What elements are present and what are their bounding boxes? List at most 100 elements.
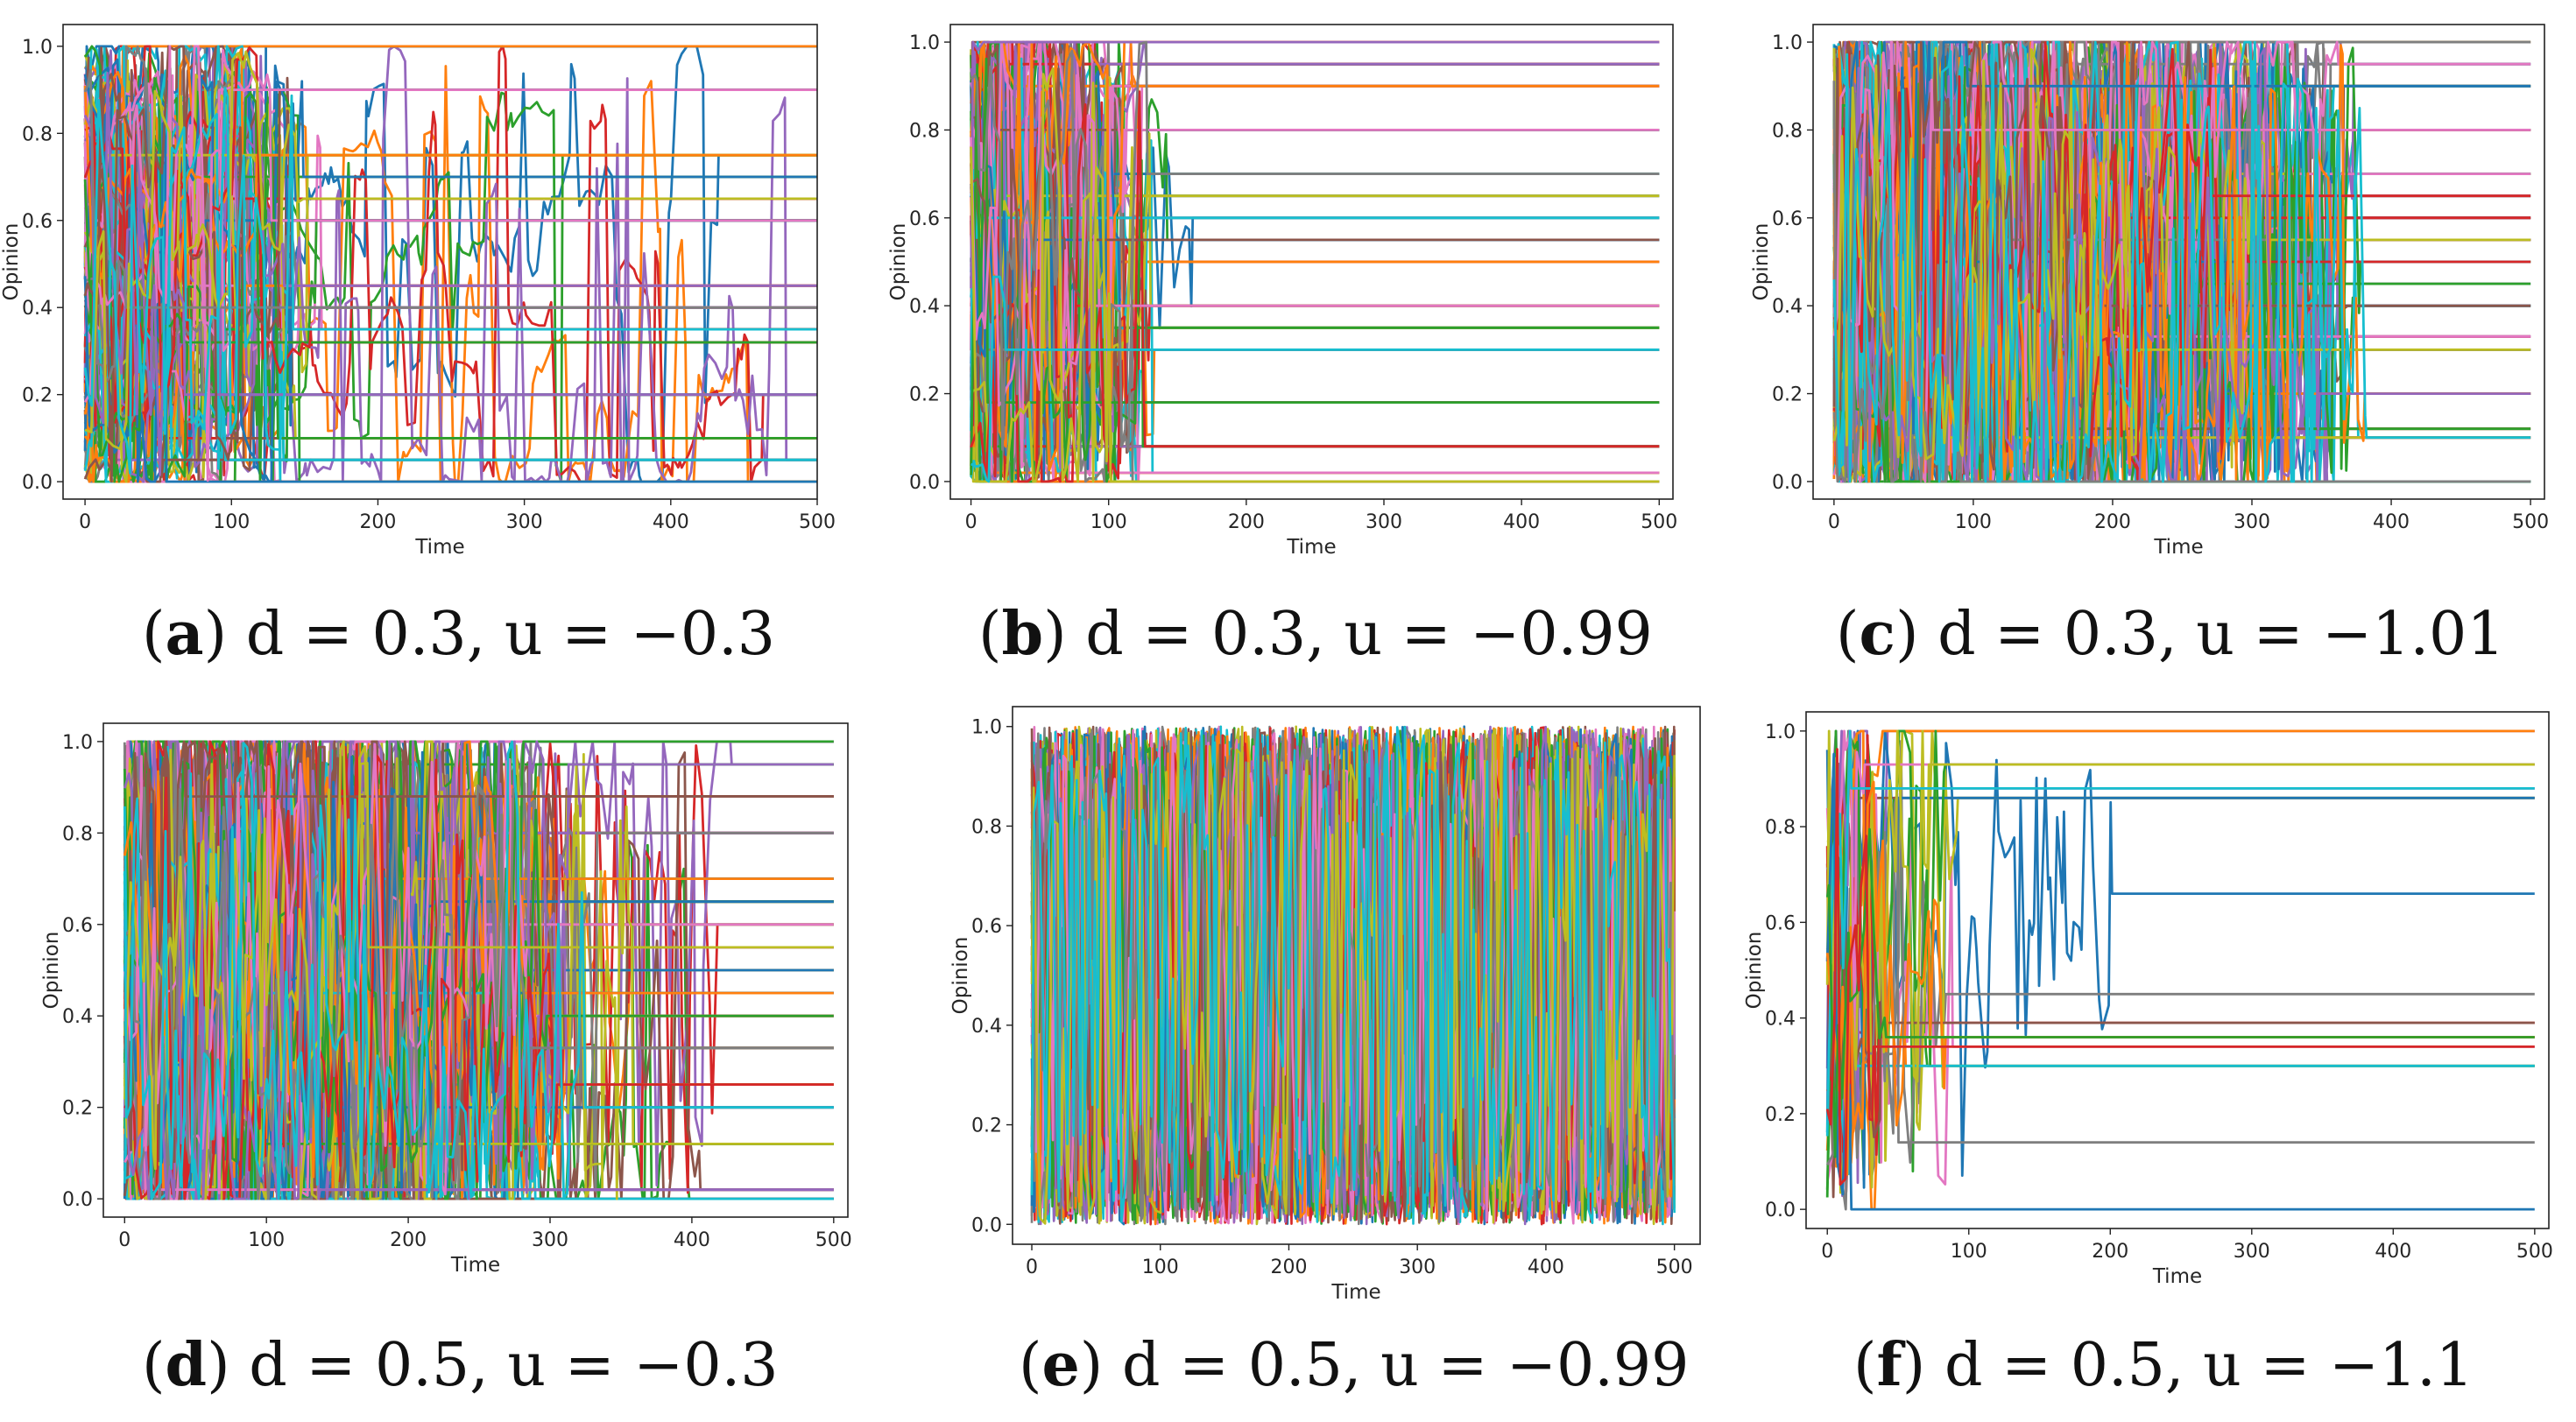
agent-line-a-102 [83, 77, 817, 483]
x-tick-label-e: 400 [1528, 1257, 1564, 1278]
agent-line-f-23 [1825, 748, 2535, 1186]
panel-e: 0 100 200 300 400 500 0.0 0.2 0.4 0.6 0.8 1.0 Time Op… [949, 706, 1701, 1304]
agent-line-f-22 [1825, 827, 2535, 1158]
agent-line-d-122 [123, 760, 834, 1179]
x-tick-label-b: 100 [1090, 511, 1127, 533]
agent-line-a-103 [84, 123, 817, 424]
agent-line-b-98 [970, 81, 1660, 458]
x-tick-label-a: 300 [506, 511, 543, 533]
agent-line-a-112 [83, 179, 817, 457]
x-tick-label-a: 500 [799, 511, 836, 533]
series-group-a [83, 45, 817, 483]
y-tick-label-b: 0.4 [909, 296, 940, 318]
plot-frame-c [1812, 24, 2545, 500]
x-tick-label-a: 0 [79, 511, 91, 533]
caption-text-e: d = 0.5, u = −0.99 [1121, 1331, 1690, 1400]
plot-frame-f [1805, 711, 2550, 1229]
agent-line-d-123 [124, 743, 834, 1200]
y-tick-label-e: 0.6 [971, 916, 1002, 938]
y-axis-label-a: Opinion [0, 223, 23, 301]
y-tick-label-b: 0.8 [909, 120, 940, 142]
agent-line-a-110 [83, 122, 817, 483]
x-tick-label-f: 200 [2092, 1241, 2128, 1263]
caption-a: (a) d = 0.3, u = −0.3 [142, 599, 775, 669]
caption-letter-b: b [1001, 599, 1044, 669]
x-tick-label-c: 300 [2234, 511, 2270, 533]
agent-line-a-118 [84, 50, 817, 450]
x-tick-label-b: 300 [1366, 511, 1402, 533]
agent-line-b-104 [970, 40, 1660, 289]
caption-letter-a: a [165, 599, 204, 669]
caption-letter-f: f [1876, 1330, 1902, 1400]
y-tick-label-d: 0.0 [62, 1189, 93, 1211]
agent-line-a-2 [83, 49, 817, 483]
x-tick-label-e: 500 [1656, 1257, 1693, 1278]
y-axis-label-b: Opinion [887, 223, 910, 301]
agent-line-c-124 [1832, 47, 2531, 483]
y-tick-label-a: 0.2 [22, 385, 53, 407]
agent-line-b-92 [970, 40, 1660, 483]
y-tick-label-c: 0.8 [1772, 120, 1803, 142]
x-axis-label-b: Time [1286, 536, 1336, 559]
x-tick-label-f: 300 [2234, 1241, 2270, 1263]
y-tick-label-b: 0.0 [909, 472, 940, 494]
y-tick-label-e: 0.2 [971, 1116, 1002, 1137]
caption-f: (f) d = 0.5, u = −1.1 [1853, 1330, 2474, 1400]
y-tick-label-c: 0.0 [1772, 472, 1803, 494]
agent-line-d-127 [124, 784, 834, 1199]
agent-line-a-117 [83, 68, 817, 383]
agent-line-c-129 [1832, 43, 2531, 483]
x-tick-label-c: 100 [1955, 511, 1992, 533]
x-axis-label-f: Time [2152, 1265, 2202, 1288]
y-tick-label-d: 0.2 [62, 1098, 93, 1120]
x-tick-label-d: 300 [532, 1229, 568, 1251]
y-tick-label-c: 0.2 [1772, 384, 1803, 406]
panel-d: 0 100 200 300 400 500 0.0 0.2 0.4 0.6 0.8 1.0 Time Op… [40, 722, 852, 1277]
series-group-e [1030, 725, 1676, 1226]
y-axis-label-e: Opinion [949, 937, 972, 1015]
agent-line-b-109 [970, 275, 1660, 483]
series-group-f [1825, 729, 2535, 1211]
y-tick-label-e: 0.8 [971, 816, 1002, 838]
panel-c: 0 100 200 300 400 500 0.0 0.2 0.4 0.6 0.8 1.0 Time Op… [1750, 24, 2549, 559]
series-group-b [970, 40, 1660, 483]
y-tick-label-f: 0.8 [1765, 817, 1796, 839]
y-axis-label-c: Opinion [1750, 223, 1773, 301]
caption-letter-e: e [1041, 1330, 1080, 1400]
plot-frame-d [102, 722, 849, 1218]
x-axis-label-a: Time [414, 536, 464, 559]
agent-line-b-107 [970, 40, 1660, 465]
y-tick-label-a: 0.8 [22, 123, 53, 145]
agent-line-a-119 [83, 87, 817, 475]
y-tick-label-b: 0.6 [909, 208, 940, 230]
x-axis-label-d: Time [450, 1254, 500, 1277]
x-tick-label-d: 0 [118, 1229, 131, 1251]
caption-text-f: d = 0.5, u = −1.1 [1944, 1331, 2474, 1400]
x-tick-label-f: 500 [2516, 1241, 2553, 1263]
caption-text-d: d = 0.5, u = −0.3 [249, 1331, 779, 1400]
caption-text-c: d = 0.3, u = −1.01 [1937, 600, 2505, 669]
plot-frame-a [62, 24, 818, 500]
x-tick-label-f: 0 [1821, 1241, 1833, 1263]
caption-b: (b) d = 0.3, u = −0.99 [978, 599, 1653, 669]
caption-c: (c) d = 0.3, u = −1.01 [1836, 599, 2505, 669]
y-tick-label-c: 0.6 [1772, 208, 1803, 230]
y-tick-label-e: 0.4 [971, 1016, 1002, 1038]
x-tick-label-e: 100 [1142, 1257, 1179, 1278]
y-tick-label-f: 0.6 [1765, 912, 1796, 934]
agent-line-f-19 [1825, 729, 2535, 1137]
caption-letter-d: d [165, 1330, 208, 1400]
y-axis-label-f: Opinion [1743, 932, 1766, 1010]
series-group-d [123, 740, 834, 1200]
x-tick-label-b: 500 [1641, 511, 1677, 533]
y-tick-label-b: 0.2 [909, 384, 940, 406]
x-tick-label-e: 0 [1026, 1257, 1038, 1278]
x-tick-label-a: 200 [359, 511, 396, 533]
x-tick-label-c: 400 [2373, 511, 2410, 533]
x-tick-label-b: 0 [965, 511, 977, 533]
x-tick-label-d: 500 [815, 1229, 852, 1251]
y-axis-label-d: Opinion [40, 932, 63, 1010]
panel-a: 0 100 200 300 400 500 0.0 0.2 0.4 0.6 0.8 1.0 Time Op… [0, 24, 836, 559]
agent-line-d-124 [123, 769, 834, 1200]
